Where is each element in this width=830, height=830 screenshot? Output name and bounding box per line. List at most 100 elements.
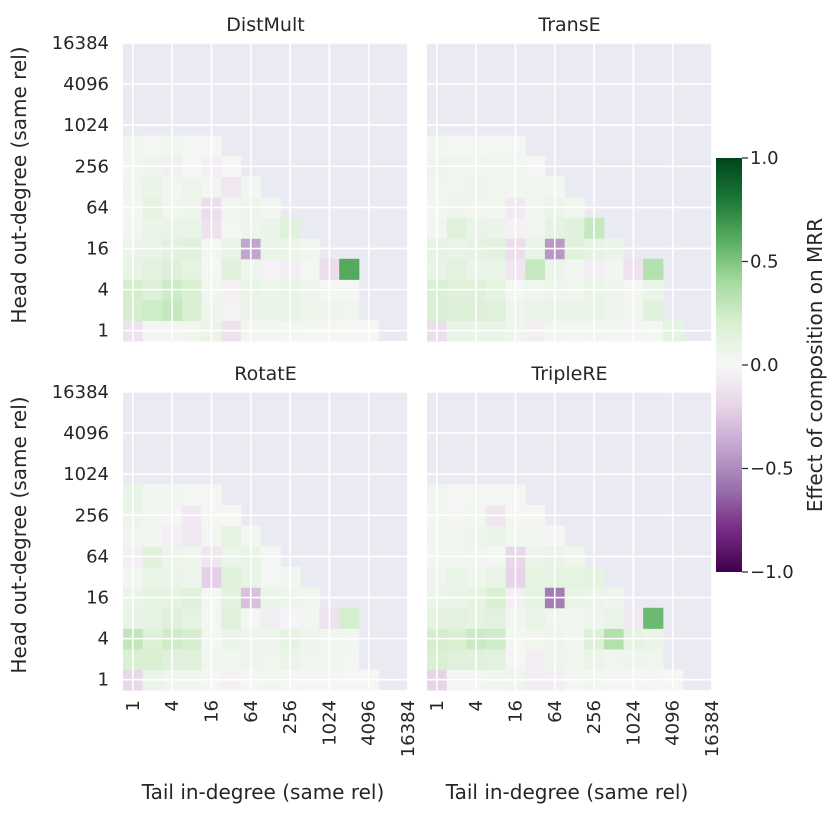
heatmap-cell: [525, 217, 546, 239]
heatmap-cell: [142, 484, 163, 506]
heatmap-cell: [643, 299, 664, 321]
panel-transe: TransE: [427, 14, 713, 342]
heatmap-cell: [181, 566, 203, 588]
heatmap-cell: [446, 258, 467, 280]
x-tick-label: 16384: [398, 700, 419, 757]
heatmap-cell: [142, 566, 163, 588]
heatmap-cell: [564, 566, 585, 588]
heatmap-cell: [181, 217, 203, 239]
heatmap-cell: [339, 299, 360, 321]
heatmap-cell: [260, 566, 281, 588]
heatmap-cell: [181, 299, 203, 321]
heatmap-cell: [603, 258, 625, 280]
colorbar-tick-label: 0.5: [750, 252, 779, 273]
heatmap-cell: [221, 299, 242, 321]
heatmap-cell: [339, 258, 360, 280]
colorbar-tick-label: −0.5: [750, 459, 794, 480]
y-axis-label-bottom: Head out-degree (same rel): [7, 396, 31, 673]
x-tick-label: 1024: [623, 700, 644, 746]
panel-title: RotatE: [234, 363, 297, 385]
x-tick-label: 256: [280, 700, 301, 734]
x-tick-label: 64: [241, 700, 262, 723]
heatmap-cell: [142, 135, 163, 157]
heatmap-cell: [525, 258, 546, 280]
x-tick-label: 64: [545, 700, 566, 723]
heatmap-cell: [485, 566, 507, 588]
heatmap-cell: [299, 607, 321, 629]
y-tick-label: 256: [75, 505, 109, 526]
y-tick-label: 16384: [52, 382, 109, 403]
heatmap-cell: [446, 484, 467, 506]
heatmap-cell: [446, 135, 467, 157]
y-tick-label: 1: [98, 321, 109, 342]
heatmap-cell: [181, 176, 203, 198]
heatmap-cell: [221, 217, 242, 239]
y-tick-label: 16384: [52, 33, 109, 54]
heatmap-cell: [603, 607, 625, 629]
heatmap-cell: [221, 566, 242, 588]
heatmap-cell: [564, 648, 585, 670]
x-tick-label: 4: [466, 700, 487, 711]
heatmap-cell: [643, 258, 664, 280]
colorbar-tick-label: 1.0: [750, 148, 779, 169]
y-tick-label: 1024: [63, 464, 109, 485]
heatmap-cell: [564, 217, 585, 239]
heatmap-cell: [525, 566, 546, 588]
heatmap-cell: [142, 525, 163, 547]
heatmap-cell: [299, 258, 321, 280]
heatmap-cell: [603, 648, 625, 670]
x-tick-label: 4: [162, 700, 183, 711]
x-axis-label-left: Tail in-degree (same rel): [141, 780, 385, 804]
x-tick-label: 4096: [359, 700, 380, 746]
x-tick-label: 16384: [702, 700, 723, 757]
heatmap-cell: [181, 648, 203, 670]
heatmap-cell: [485, 258, 507, 280]
heatmap-cell: [485, 648, 507, 670]
colorbar-tick-label: −1.0: [750, 562, 794, 583]
y-tick-label: 256: [75, 156, 109, 177]
colorbar-label: Effect of composition on MRR: [803, 218, 827, 512]
x-tick-label: 1024: [319, 700, 340, 746]
x-tick-label: 16: [505, 700, 526, 723]
y-tick-label: 4: [98, 280, 109, 301]
heatmap-cell: [525, 607, 546, 629]
x-tick-label: 1: [427, 700, 448, 711]
y-tick-label: 16: [86, 239, 109, 260]
heatmap-cell: [525, 525, 546, 547]
heatmap-cell: [603, 299, 625, 321]
heatmap-cell: [564, 299, 585, 321]
y-tick-label: 1024: [63, 115, 109, 136]
panel-distmult: DistMult 1 4 16 64 256 1024 4096 16384: [52, 14, 409, 342]
panel-rotate: RotatE 1 4 16 64 256 1024 4096 16384 1 4 16 64 256 102…: [52, 363, 419, 757]
heatmap-cell: [485, 484, 507, 506]
x-tick-label: 1: [123, 700, 144, 711]
heatmap-cell: [299, 299, 321, 321]
heatmap-cell: [564, 607, 585, 629]
heatmap-cell: [446, 607, 467, 629]
colorbar-tick-label: 0.0: [750, 355, 779, 376]
heatmap-cell: [446, 176, 467, 198]
heatmap-cell: [181, 135, 203, 157]
heatmap-cell: [485, 607, 507, 629]
heatmap-cell: [260, 607, 281, 629]
heatmap-cell: [221, 176, 242, 198]
heatmap-cell: [485, 176, 507, 198]
y-tick-label: 1: [98, 670, 109, 691]
y-tick-label: 64: [86, 546, 109, 567]
heatmap-cell: [525, 299, 546, 321]
heatmap-cell: [181, 607, 203, 629]
heatmap-cell: [485, 135, 507, 157]
heatmap-cell: [221, 607, 242, 629]
y-tick-label: 4096: [63, 74, 109, 95]
colorbar-gradient: [716, 158, 742, 572]
heatmap-cell: [446, 525, 467, 547]
heatmap-cell: [181, 258, 203, 280]
heatmap-cell: [142, 648, 163, 670]
heatmap-cell: [142, 217, 163, 239]
heatmap-cell: [446, 299, 467, 321]
heatmap-cell: [525, 176, 546, 198]
y-tick-label: 64: [86, 197, 109, 218]
heatmap-cell: [485, 525, 507, 547]
heatmap-cell: [339, 607, 360, 629]
